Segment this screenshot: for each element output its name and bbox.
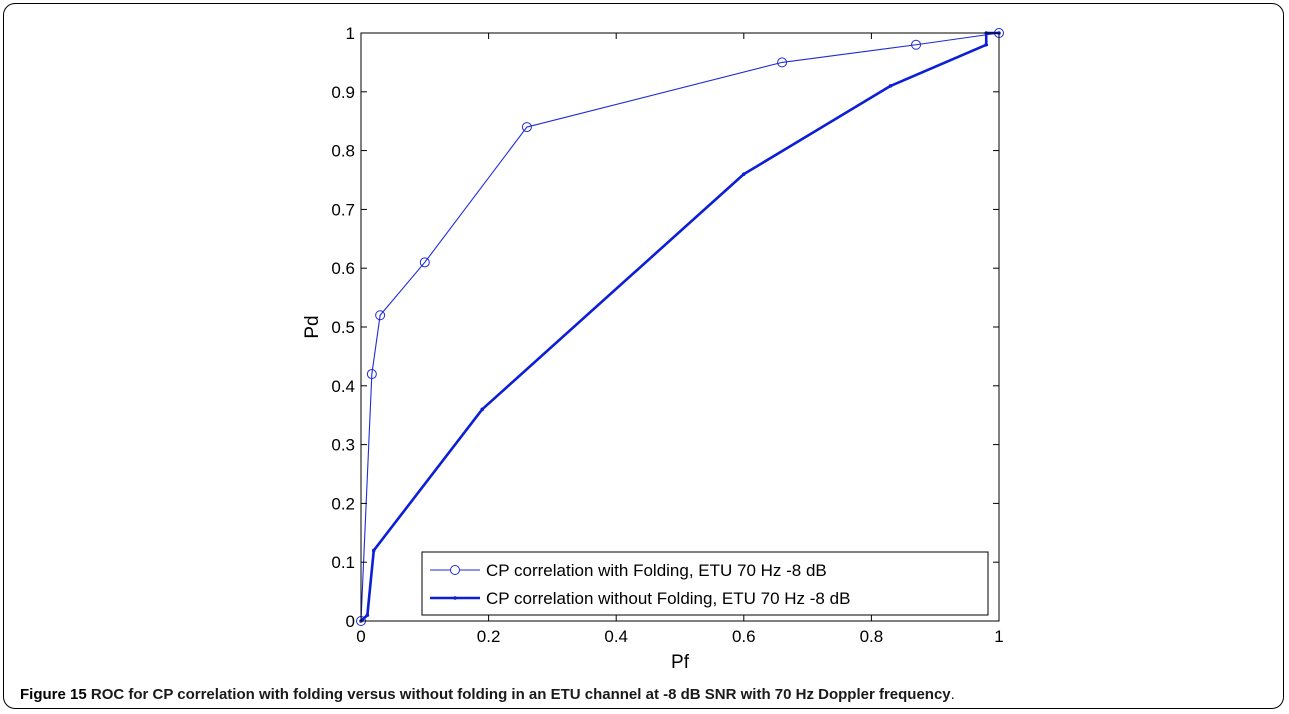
y-tick-label: 0 bbox=[346, 612, 355, 631]
y-tick-label: 0.8 bbox=[331, 142, 355, 161]
series-2-point bbox=[480, 407, 485, 412]
series-2-point bbox=[365, 613, 370, 617]
figure-caption-text: ROC for CP correlation with folding vers… bbox=[90, 686, 951, 703]
y-tick-label: 0.9 bbox=[331, 83, 355, 102]
series-1-point bbox=[521, 122, 532, 133]
legend-box bbox=[421, 551, 989, 616]
series-1-point bbox=[375, 310, 386, 321]
y-tick-label: 0.1 bbox=[331, 553, 355, 572]
legend-swatch-marker-2 bbox=[453, 596, 457, 600]
series-1-point bbox=[419, 257, 430, 268]
series-2-point bbox=[984, 42, 989, 47]
y-tick-label: 0.7 bbox=[331, 200, 355, 219]
y-tick-label: 0.5 bbox=[331, 318, 355, 337]
plot-area-border bbox=[360, 32, 1000, 622]
y-tick-label: 0.2 bbox=[331, 494, 355, 513]
legend: CP correlation with Folding, ETU 70 Hz -… bbox=[421, 551, 989, 616]
legend-label-2: CP correlation without Folding, ETU 70 H… bbox=[486, 589, 850, 608]
roc-chart: 0 0.2 0.4 0.6 0.8 1 0 0.1 0.2 0.3 0.4 0.5 0.6 0.7 0.8 0… bbox=[302, 24, 1004, 673]
legend-label-1: CP correlation with Folding, ETU 70 Hz -… bbox=[486, 561, 827, 580]
plot-area-background bbox=[361, 33, 999, 621]
figure-frame bbox=[3, 3, 1284, 709]
x-tick-label: 0.2 bbox=[477, 627, 501, 646]
figure-label: Figure 15 bbox=[20, 686, 87, 703]
y-tick-label: 0.4 bbox=[331, 377, 355, 396]
x-tick-label: 1 bbox=[994, 627, 1003, 646]
y-tick-label: 1 bbox=[346, 24, 355, 43]
series-2-point bbox=[742, 172, 746, 176]
y-tick-label: 0.3 bbox=[331, 436, 355, 455]
figure-caption: Figure 15 ROC for CP correlation with fo… bbox=[20, 686, 1280, 703]
x-tick-label: 0.6 bbox=[732, 627, 756, 646]
x-tick-label: 0 bbox=[356, 627, 365, 646]
series-1-point bbox=[777, 57, 788, 68]
y-axis-title: Pd bbox=[302, 315, 323, 338]
y-tick-label: 0.6 bbox=[331, 259, 355, 278]
series-1-point bbox=[911, 39, 922, 50]
x-tick-label: 0.4 bbox=[604, 627, 628, 646]
figure-caption-end: . bbox=[950, 686, 955, 703]
series-2-point bbox=[371, 548, 376, 553]
series-1-point bbox=[366, 369, 377, 380]
series-2-point bbox=[888, 84, 893, 88]
x-axis-title: Pf bbox=[671, 652, 690, 673]
series-line-1 bbox=[360, 32, 1000, 622]
legend-swatch-marker-1 bbox=[450, 565, 460, 575]
x-tick-label: 0.8 bbox=[860, 627, 884, 646]
